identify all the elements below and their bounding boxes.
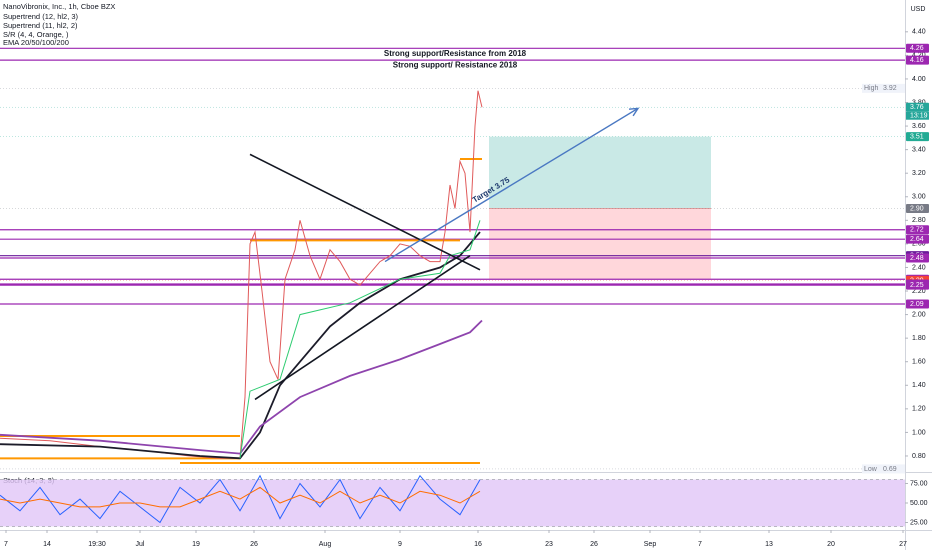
y-tick-label: 1.20 [912, 406, 926, 413]
level-label: 2.48 [910, 255, 924, 262]
indicator-label: Supertrend (12, hl2, 3) [3, 12, 79, 21]
high-value: 3.92 [883, 85, 897, 92]
level-label: 4.16 [910, 57, 924, 64]
annotation: Strong support/Resistance from 2018 [384, 49, 527, 58]
y-tick-label: 1.40 [912, 382, 926, 389]
y-tick-label: 1.60 [912, 359, 926, 366]
level-label: 2.09 [910, 301, 924, 308]
y-tick-label: 4.00 [912, 76, 926, 83]
y-tick-label: 0.80 [912, 453, 926, 460]
x-tick-label: Jul [136, 541, 145, 548]
y-tick-label: 1.00 [912, 429, 926, 436]
stoch-line [0, 486, 481, 508]
y-tick-label: 2.20 [912, 288, 926, 295]
target-arrow [384, 107, 639, 263]
stoch-tick-label: 75.00 [910, 480, 928, 487]
level-box [906, 253, 929, 263]
target-zone [489, 136, 711, 209]
level-label: 3.51 [910, 134, 924, 141]
trendline [249, 153, 481, 271]
x-tick-label: 26 [590, 541, 598, 548]
x-tick-label: 27 [899, 541, 907, 548]
x-tick-label: 13 [765, 541, 773, 548]
level-box [906, 225, 929, 235]
low-box [862, 464, 905, 474]
level-box [906, 55, 929, 65]
low-label: Low [864, 466, 878, 473]
price-line [0, 231, 481, 460]
level-label: 3.76 [910, 104, 924, 111]
y-tick-label: 3.60 [912, 123, 926, 130]
arrow-head [628, 107, 640, 117]
indicator-label: EMA 20/50/100/200 [3, 38, 69, 47]
x-tick-label: 14 [43, 541, 51, 548]
level-box [906, 204, 929, 214]
level-box [906, 102, 929, 112]
level-box [906, 234, 929, 244]
x-tick-label: 7 [698, 541, 702, 548]
x-tick-label: 16 [474, 541, 482, 548]
y-tick-label: 2.40 [912, 264, 926, 271]
x-tick-label: 20 [827, 541, 835, 548]
level-label: 4.26 [910, 45, 924, 52]
x-tick-label: 9 [398, 541, 402, 548]
stoch-tick-label: 50.00 [910, 500, 928, 507]
stoch-tick-label: 25.00 [910, 519, 928, 526]
level-box [906, 43, 929, 53]
y-tick-label: 2.00 [912, 311, 926, 318]
countdown: 13:19 [910, 113, 928, 120]
x-tick-label: 7 [4, 541, 8, 548]
trendline [254, 255, 471, 401]
annotation: Strong support/ Resistance 2018 [393, 61, 518, 70]
low-value: 0.69 [883, 466, 897, 473]
y-tick-label: 2.60 [912, 241, 926, 248]
level-box [906, 299, 929, 309]
stop-zone [489, 208, 711, 280]
indicator-label: Supertrend (11, hl2, 2) [3, 21, 78, 30]
level-label: 2.90 [910, 205, 924, 212]
price-line [0, 90, 483, 459]
chart-title: NanoVibronix, Inc., 1h, Cboe BZX [3, 2, 115, 11]
y-tick-label: 3.40 [912, 146, 926, 153]
currency-label: USD [911, 6, 926, 13]
indicator-label: S/R (4, 4, Orange, ) [3, 30, 69, 39]
x-tick-label: 26 [250, 541, 258, 548]
y-tick-label: 3.20 [912, 170, 926, 177]
y-tick-label: 4.40 [912, 29, 926, 36]
level-label: 2.72 [910, 227, 924, 234]
level-label: 2.25 [910, 282, 924, 289]
y-tick-label: 2.80 [912, 217, 926, 224]
price-line [0, 319, 483, 455]
x-tick-label: 23 [545, 541, 553, 548]
countdown-box [906, 111, 929, 120]
x-tick-label: 19:30 [88, 541, 106, 548]
level-label: 2.64 [910, 236, 924, 243]
y-tick-label: 3.00 [912, 194, 926, 201]
price-line [239, 220, 481, 459]
x-tick-label: 19 [192, 541, 200, 548]
x-tick-label: Sep [644, 541, 657, 548]
level-box [906, 280, 929, 290]
y-tick-label: 1.80 [912, 335, 926, 342]
stoch-line [0, 474, 481, 524]
x-tick-label: Aug [319, 541, 332, 548]
high-label: High [864, 85, 879, 92]
level-box [906, 132, 929, 142]
high-box [862, 83, 905, 93]
stoch-band [0, 479, 905, 527]
